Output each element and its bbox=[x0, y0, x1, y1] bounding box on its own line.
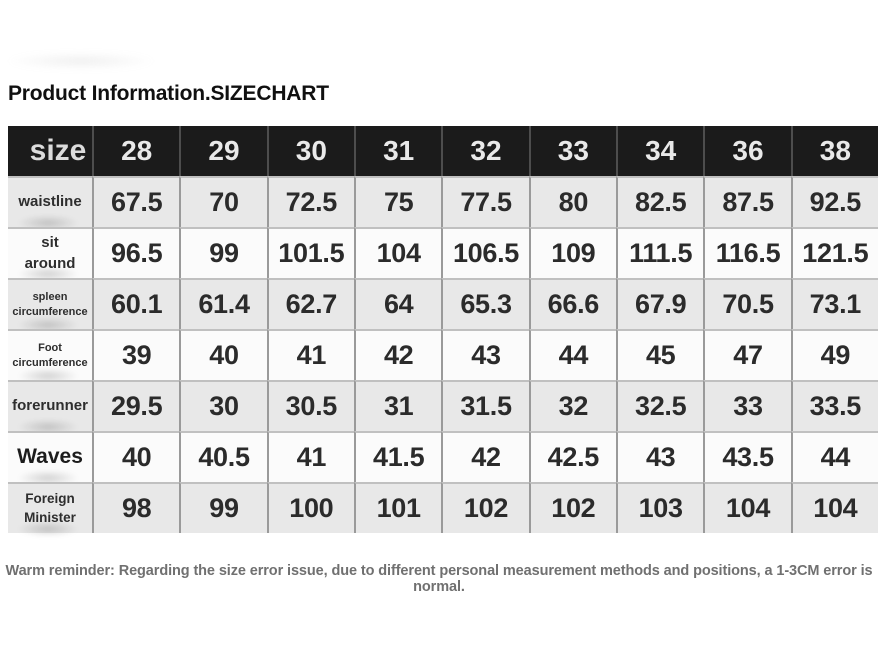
size-cell: 33 bbox=[703, 380, 791, 432]
size-cell: 43 bbox=[616, 431, 704, 483]
column-header-cell: 34 bbox=[616, 126, 704, 177]
size-cell: 30 bbox=[179, 380, 267, 432]
size-cell: 29.5 bbox=[92, 380, 180, 432]
size-cell: 67.5 bbox=[92, 176, 180, 228]
column-header-cell: 38 bbox=[790, 126, 878, 177]
size-cell: 106.5 bbox=[441, 227, 529, 279]
size-cell: 101.5 bbox=[266, 227, 354, 279]
size-cell: 41.5 bbox=[354, 431, 442, 483]
size-cell: 64 bbox=[354, 278, 442, 330]
size-cell: 32.5 bbox=[616, 380, 704, 432]
size-cell: 43 bbox=[441, 329, 529, 381]
size-cell: 101 bbox=[354, 482, 442, 534]
faded-watermark bbox=[6, 52, 156, 70]
row-label: Foot circumference bbox=[8, 329, 92, 381]
size-cell: 75 bbox=[354, 176, 442, 228]
column-header-cell: 32 bbox=[441, 126, 529, 177]
row-label: waistline bbox=[8, 176, 92, 228]
size-cell: 33.5 bbox=[790, 380, 878, 432]
row-label: forerunner bbox=[8, 380, 92, 432]
size-cell: 102 bbox=[528, 482, 616, 534]
size-cell: 42 bbox=[441, 431, 529, 483]
size-cell: 87.5 bbox=[703, 176, 791, 228]
column-header-cell: 31 bbox=[354, 126, 442, 177]
size-cell: 121.5 bbox=[790, 227, 878, 279]
size-cell: 42.5 bbox=[528, 431, 616, 483]
size-cell: 44 bbox=[528, 329, 616, 381]
size-cell: 60.1 bbox=[92, 278, 180, 330]
column-header-cell: 29 bbox=[179, 126, 267, 177]
column-header-cell: 28 bbox=[92, 126, 180, 177]
size-cell: 32 bbox=[528, 380, 616, 432]
size-cell: 100 bbox=[266, 482, 354, 534]
size-cell: 70.5 bbox=[703, 278, 791, 330]
row-label: sit around bbox=[8, 227, 92, 279]
row-label: Waves bbox=[8, 431, 92, 483]
column-header-cell: 33 bbox=[528, 126, 616, 177]
size-header-cell: size bbox=[8, 126, 92, 177]
size-cell: 62.7 bbox=[266, 278, 354, 330]
size-cell: 103 bbox=[616, 482, 704, 534]
size-cell: 30.5 bbox=[266, 380, 354, 432]
size-cell: 92.5 bbox=[790, 176, 878, 228]
size-cell: 67.9 bbox=[616, 278, 704, 330]
size-cell: 98 bbox=[92, 482, 180, 534]
size-cell: 96.5 bbox=[92, 227, 180, 279]
size-cell: 99 bbox=[179, 227, 267, 279]
size-cell: 77.5 bbox=[441, 176, 529, 228]
size-cell: 44 bbox=[790, 431, 878, 483]
size-cell: 31 bbox=[354, 380, 442, 432]
page-title: Product Information.SIZECHART bbox=[8, 82, 329, 105]
size-cell: 104 bbox=[354, 227, 442, 279]
size-cell: 40 bbox=[92, 431, 180, 483]
size-cell: 99 bbox=[179, 482, 267, 534]
column-header-cell: 36 bbox=[703, 126, 791, 177]
size-cell: 40 bbox=[179, 329, 267, 381]
size-cell: 102 bbox=[441, 482, 529, 534]
size-cell: 40.5 bbox=[179, 431, 267, 483]
size-cell: 41 bbox=[266, 329, 354, 381]
size-cell: 109 bbox=[528, 227, 616, 279]
column-header-cell: 30 bbox=[266, 126, 354, 177]
size-cell: 41 bbox=[266, 431, 354, 483]
size-table: size 28 29 30 31 32 33 34 36 38 waistline 67.5 70 72.… bbox=[8, 126, 878, 534]
size-cell: 70 bbox=[179, 176, 267, 228]
size-cell: 49 bbox=[790, 329, 878, 381]
row-label: spleen circumference bbox=[8, 278, 92, 330]
size-cell: 43.5 bbox=[703, 431, 791, 483]
size-cell: 104 bbox=[703, 482, 791, 534]
size-cell: 65.3 bbox=[441, 278, 529, 330]
size-cell: 111.5 bbox=[616, 227, 704, 279]
row-label: Foreign Minister bbox=[8, 482, 92, 534]
size-cell: 104 bbox=[790, 482, 878, 534]
size-cell: 66.6 bbox=[528, 278, 616, 330]
size-cell: 61.4 bbox=[179, 278, 267, 330]
size-cell: 82.5 bbox=[616, 176, 704, 228]
warm-reminder-text: Warm reminder: Regarding the size error … bbox=[5, 563, 873, 596]
size-cell: 45 bbox=[616, 329, 704, 381]
size-cell: 47 bbox=[703, 329, 791, 381]
size-cell: 116.5 bbox=[703, 227, 791, 279]
size-cell: 42 bbox=[354, 329, 442, 381]
size-cell: 72.5 bbox=[266, 176, 354, 228]
size-cell: 80 bbox=[528, 176, 616, 228]
size-cell: 31.5 bbox=[441, 380, 529, 432]
size-cell: 39 bbox=[92, 329, 180, 381]
size-cell: 73.1 bbox=[790, 278, 878, 330]
